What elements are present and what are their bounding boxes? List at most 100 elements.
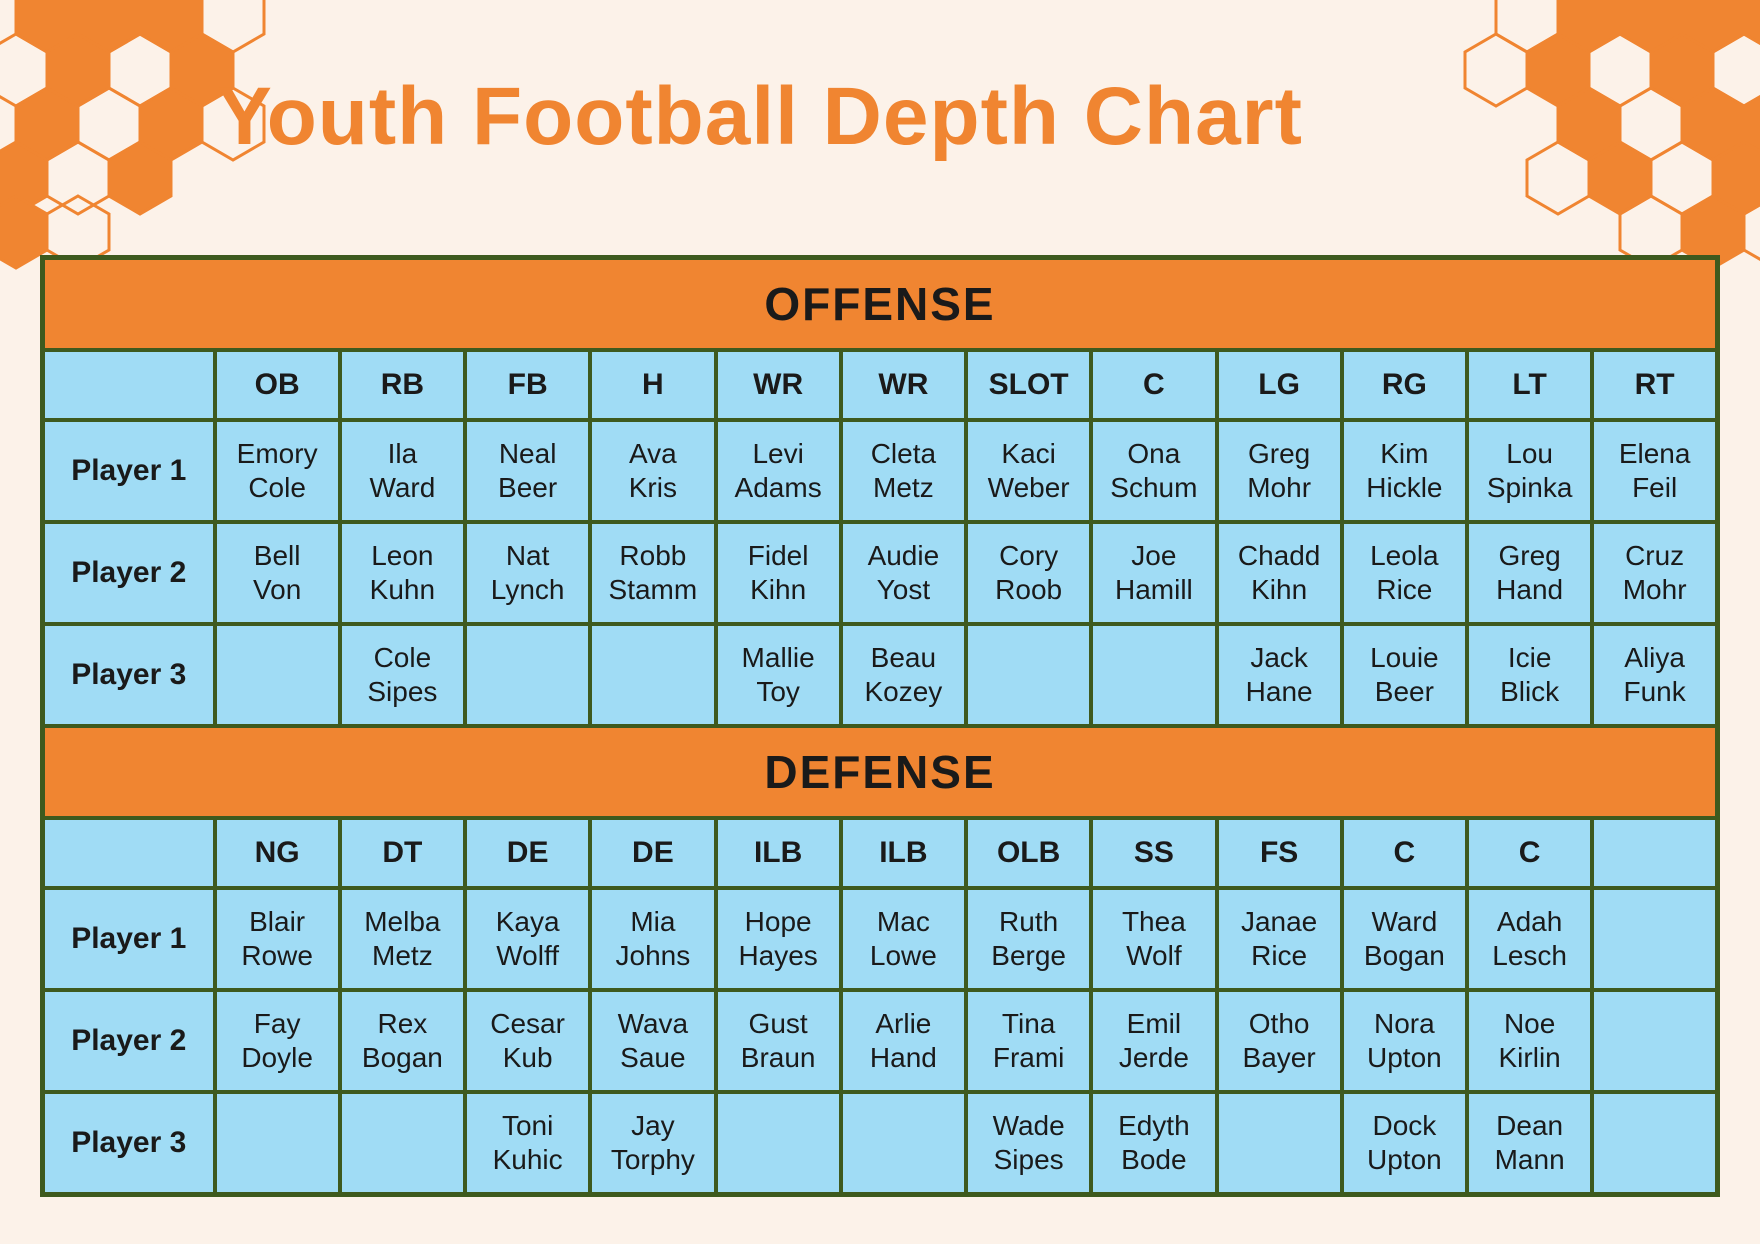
offense-position-header: OB [212,348,342,422]
offense-player-cell: Ila Ward [337,418,468,524]
offense-player-cell: Audie Yost [838,520,969,626]
page-title: Youth Football Depth Chart [217,71,1303,162]
defense-row-label: Player 1 [40,886,217,992]
defense-position-header: DT [337,816,468,890]
defense-player-cell: Wade Sipes [963,1090,1094,1197]
defense-player-cell: Fay Doyle [212,988,342,1094]
offense-position-header: H [588,348,718,422]
offense-player-cell: Greg Mohr [1214,418,1344,524]
defense-position-header: DE [588,816,718,890]
offense-player-cell: Ona Schum [1089,418,1219,524]
defense-player-cell: Jay Torphy [588,1090,718,1197]
offense-player-cell: Mallie Toy [713,622,843,728]
defense-player-cell: Dock Upton [1339,1090,1470,1197]
defense-position-header [1590,816,1720,890]
defense-player-cell: Kaya Wolff [462,886,593,992]
offense-position-header: LT [1464,348,1595,422]
offense-position-header: WR [838,348,969,422]
offense-player-cell: Cole Sipes [337,622,468,728]
defense-player-cell [1590,886,1720,992]
offense-player-cell: Robb Stamm [588,520,718,626]
offense-player-cell: Aliya Funk [1590,622,1720,728]
defense-section-header: DEFENSE [40,724,1720,820]
defense-position-header: C [1464,816,1595,890]
offense-player-cell [588,622,718,728]
offense-player-cell: Leola Rice [1339,520,1470,626]
offense-position-header: RT [1590,348,1720,422]
offense-player-cell [1089,622,1219,728]
offense-player-cell: Kaci Weber [963,418,1094,524]
defense-position-header: ILB [838,816,969,890]
defense-position-header: ILB [713,816,843,890]
defense-position-header: FS [1214,816,1344,890]
offense-player-cell: Fidel Kihn [713,520,843,626]
defense-player-cell: Adah Lesch [1464,886,1595,992]
defense-position-header: NG [212,816,342,890]
defense-position-header: C [1339,816,1470,890]
defense-player-cell: Arlie Hand [838,988,969,1094]
defense-player-cell: Blair Rowe [212,886,342,992]
offense-player-cell: Joe Hamill [1089,520,1219,626]
defense-player-cell: Dean Mann [1464,1090,1595,1197]
defense-player-cell: Toni Kuhic [462,1090,593,1197]
defense-player-cell [838,1090,969,1197]
offense-position-header: RB [337,348,468,422]
offense-row-label: Player 2 [40,520,217,626]
defense-player-cell: Ward Bogan [1339,886,1470,992]
defense-player-cell: Ruth Berge [963,886,1094,992]
defense-player-cell: Noe Kirlin [1464,988,1595,1094]
offense-player-cell: Beau Kozey [838,622,969,728]
offense-position-header: C [1089,348,1219,422]
offense-section-header: OFFENSE [40,255,1720,352]
offense-player-cell: Ava Kris [588,418,718,524]
offense-player-cell: Cleta Metz [838,418,969,524]
offense-player-cell: Icie Blick [1464,622,1595,728]
defense-player-cell: Rex Bogan [337,988,468,1094]
offense-position-header: LG [1214,348,1344,422]
defense-player-cell: Tina Frami [963,988,1094,1094]
defense-player-cell: Melba Metz [337,886,468,992]
offense-player-cell: Neal Beer [462,418,593,524]
offense-player-cell: Bell Von [212,520,342,626]
defense-player-cell [1590,1090,1720,1197]
defense-player-cell: Hope Hayes [713,886,843,992]
offense-row-label: Player 3 [40,622,217,728]
offense-player-cell: Jack Hane [1214,622,1344,728]
offense-player-cell: Cruz Mohr [1590,520,1720,626]
defense-player-cell [337,1090,468,1197]
defense-player-cell [1590,988,1720,1094]
offense-player-cell: Elena Feil [1590,418,1720,524]
offense-position-header: WR [713,348,843,422]
offense-player-cell [963,622,1094,728]
defense-position-header: DE [462,816,593,890]
offense-position-header: SLOT [963,348,1094,422]
offense-player-cell: Cory Roob [963,520,1094,626]
defense-player-cell: Mac Lowe [838,886,969,992]
defense-position-header: SS [1089,816,1219,890]
defense-player-cell: Otho Bayer [1214,988,1344,1094]
offense-position-header: FB [462,348,593,422]
defense-player-cell: Cesar Kub [462,988,593,1094]
offense-corner-cell [40,348,217,422]
defense-position-header: OLB [963,816,1094,890]
offense-player-cell: Leon Kuhn [337,520,468,626]
defense-player-cell: Gust Braun [713,988,843,1094]
offense-player-cell: Levi Adams [713,418,843,524]
offense-position-header: RG [1339,348,1470,422]
defense-player-cell [1214,1090,1344,1197]
offense-player-cell: Chadd Kihn [1214,520,1344,626]
offense-player-cell [212,622,342,728]
defense-player-cell: Janae Rice [1214,886,1344,992]
defense-row-label: Player 3 [40,1090,217,1197]
offense-player-cell: Nat Lynch [462,520,593,626]
defense-corner-cell [40,816,217,890]
defense-player-cell: Nora Upton [1339,988,1470,1094]
defense-player-cell [212,1090,342,1197]
defense-player-cell: Emil Jerde [1089,988,1219,1094]
offense-row-label: Player 1 [40,418,217,524]
offense-player-cell [462,622,593,728]
offense-player-cell: Kim Hickle [1339,418,1470,524]
